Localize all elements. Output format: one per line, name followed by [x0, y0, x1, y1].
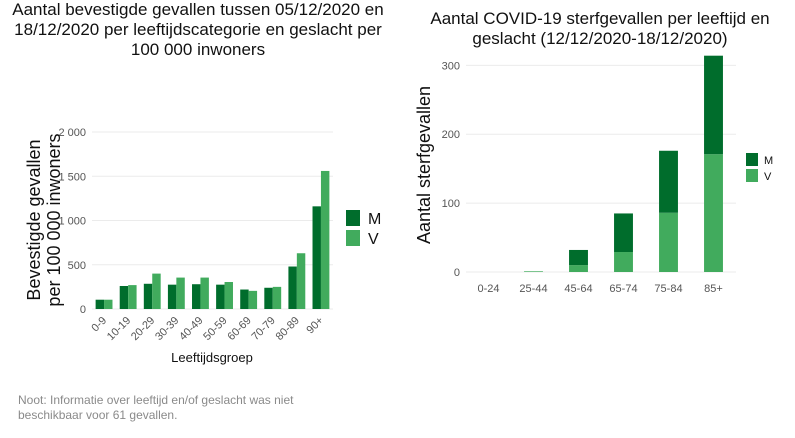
left-bar-M-20-29 [143, 283, 153, 309]
left-bar-M-10-19 [119, 285, 129, 309]
right-ytick-label: 100 [442, 198, 460, 210]
right-bar-M-45-64 [569, 249, 588, 266]
left-bar-V-20-29 [152, 273, 161, 309]
left-xtick-label: 70-79 [249, 315, 277, 343]
left-legend-swatch-M [346, 210, 360, 226]
right-ytick-label: 200 [442, 129, 460, 141]
footnote: Noot: Informatie over leeftijd en/of ges… [18, 393, 294, 422]
left-bar-M-40-49 [192, 284, 201, 309]
left-xtick-label: 40-49 [177, 315, 205, 343]
right-legend-label-V: V [764, 171, 772, 183]
left-bar-V-70-79 [272, 286, 282, 309]
right-y-axis-title: Aantal sterfgevallen [414, 86, 434, 244]
left-ytick-label: 1 500 [58, 171, 86, 183]
left-xtick-label: 10-19 [105, 315, 133, 343]
confirmed-cases-chart: Aantal bevestigde gevallen tussen 05/12/… [12, 0, 383, 365]
right-bar-V-25-44 [524, 271, 543, 272]
left-ytick-label: 2 000 [58, 127, 86, 139]
left-legend-label-M: M [368, 211, 381, 228]
right-bar-M-85+ [704, 55, 723, 155]
left-bar-M-30-39 [167, 284, 177, 309]
left-chart-title-line-3: 100 000 inwoners [131, 40, 265, 59]
left-xtick-label: 0-9 [89, 315, 109, 335]
left-bar-M-60-69 [240, 289, 249, 309]
left-ytick-label: 0 [80, 304, 86, 316]
right-bar-V-85+ [704, 154, 723, 272]
left-ytick-label: 1 000 [58, 216, 86, 228]
left-bar-M-70-79 [264, 287, 273, 309]
left-x-axis-title: Leeftijdsgroep [171, 350, 253, 365]
right-chart-title-line-1: Aantal COVID-19 sterfgevallen per leefti… [430, 9, 769, 28]
left-legend-label-V: V [368, 231, 379, 248]
left-bar-M-0-9 [95, 299, 105, 309]
left-xtick-label: 50-59 [201, 315, 229, 343]
left-xtick-label: 80-89 [274, 315, 302, 343]
left-xtick-label: 90+ [304, 315, 326, 337]
left-bar-V-0-9 [104, 299, 113, 309]
right-bar-V-65-74 [614, 252, 633, 272]
left-plot-area: 0 500 1 000 1 500 2 000 0-910-1920-2930-3940-… [24, 127, 381, 365]
left-bar-V-40-49 [200, 277, 209, 309]
right-xtick-label: 65-74 [609, 283, 637, 295]
right-xtick-label: 0-24 [477, 283, 499, 295]
left-xtick-label: 60-69 [225, 315, 253, 343]
right-bar-M-65-74 [614, 213, 633, 253]
deaths-chart: Aantal COVID-19 sterfgevallen per leefti… [414, 9, 773, 295]
right-bar-M-75-84 [659, 150, 678, 213]
right-xtick-label: 75-84 [654, 283, 682, 295]
right-ytick-label: 300 [442, 60, 460, 72]
left-y-axis-title-line-2: per 100 000 inwoners [44, 133, 64, 306]
right-legend-swatch-M [746, 153, 758, 166]
left-bar-V-10-19 [128, 285, 137, 309]
left-chart-title-line-1: Aantal bevestigde gevallen tussen 05/12/… [12, 0, 383, 19]
right-chart-title-line-2: geslacht (12/12/2020-18/12/2020) [472, 29, 727, 48]
left-legend-swatch-V [346, 230, 360, 246]
left-bar-M-50-59 [216, 284, 225, 309]
right-bar-V-45-64 [569, 265, 588, 272]
left-xtick-label: 30-39 [153, 315, 181, 343]
left-y-axis-title-line-1: Bevestigde gevallen [24, 139, 44, 300]
right-xtick-label: 25-44 [519, 283, 547, 295]
right-legend-swatch-V [746, 169, 758, 182]
right-ytick-label: 0 [454, 267, 460, 279]
right-plot-area: 0 100 200 300 0-24 25-44 45-64 65-74 75-84 85+ Aan… [414, 55, 773, 295]
right-legend-label-M: M [764, 155, 773, 167]
left-bar-M-90+ [312, 206, 321, 309]
left-bar-V-60-69 [248, 290, 258, 309]
right-xtick-label: 45-64 [564, 283, 592, 295]
left-bar-M-80-89 [288, 266, 297, 309]
right-bar-V-75-84 [659, 212, 678, 272]
left-chart-title-line-2: 18/12/2020 per leeftijdscategorie en ges… [14, 20, 382, 39]
left-ytick-label: 500 [68, 260, 86, 272]
right-xtick-label: 85+ [704, 283, 723, 295]
left-xtick-label: 20-29 [129, 315, 157, 343]
left-bar-V-50-59 [224, 282, 233, 309]
left-bar-V-90+ [320, 170, 330, 309]
left-bar-V-30-39 [176, 277, 185, 309]
left-bar-V-80-89 [296, 253, 306, 309]
